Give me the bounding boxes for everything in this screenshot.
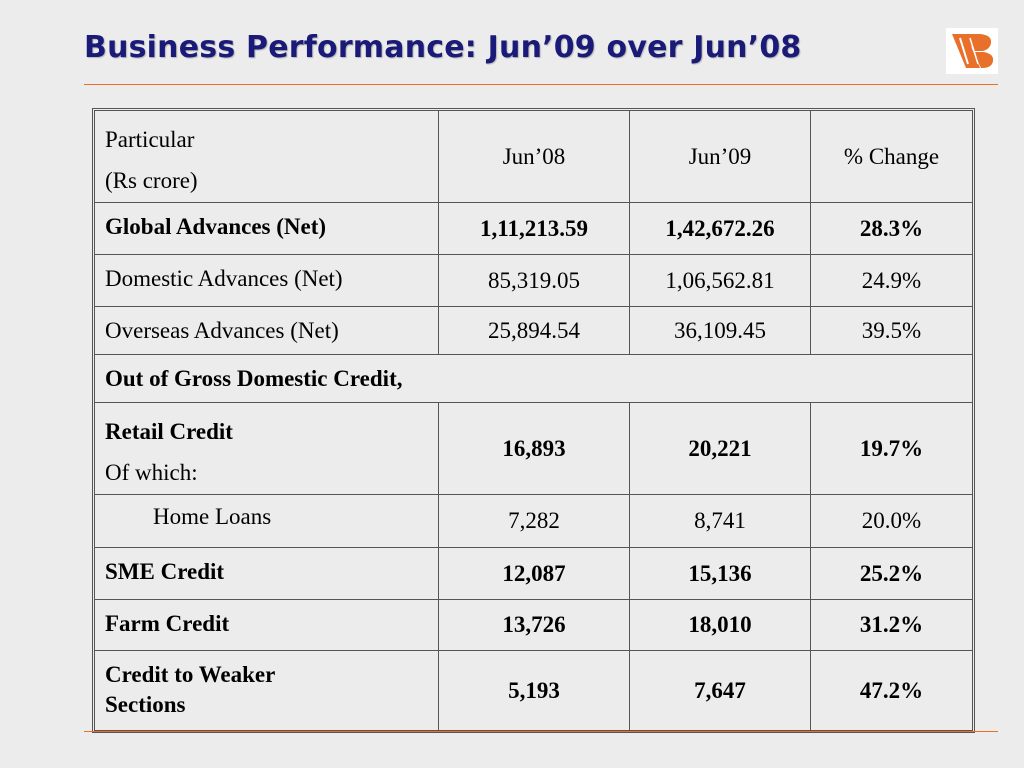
cell-change: 24.9% bbox=[811, 255, 972, 307]
table-row: Global Advances (Net) 1,11,213.59 1,42,6… bbox=[95, 202, 972, 255]
header-jun09: Jun’09 bbox=[630, 111, 811, 203]
cell-jun09: 20,221 bbox=[630, 402, 811, 495]
cell-change: 39.5% bbox=[811, 307, 972, 355]
header-unit-label: (Rs crore) bbox=[105, 168, 198, 194]
cell-jun09: 15,136 bbox=[630, 547, 811, 600]
section-row: Out of Gross Domestic Credit, bbox=[95, 355, 972, 403]
title-underline bbox=[84, 84, 998, 85]
table-row: Credit to Weaker Sections 5,193 7,647 47… bbox=[95, 650, 972, 730]
cell-jun08: 7,282 bbox=[439, 494, 630, 548]
cell-change: 31.2% bbox=[811, 600, 972, 651]
cell-jun09: 8,741 bbox=[630, 494, 811, 548]
row-label-line1: Credit to Weaker bbox=[105, 662, 276, 688]
business-performance-table: Particular (Rs crore) Jun’08 Jun’09 % Ch… bbox=[92, 108, 975, 733]
table-row: SME Credit 12,087 15,136 25.2% bbox=[95, 547, 972, 600]
table-row: Retail Credit Of which: 16,893 20,221 19… bbox=[95, 402, 972, 495]
cell-jun08: 85,319.05 bbox=[439, 254, 630, 307]
cell-change: 25.2% bbox=[811, 548, 972, 600]
row-label: Domestic Advances (Net) bbox=[95, 254, 439, 307]
cell-change: 28.3% bbox=[811, 203, 972, 255]
cell-jun08: 13,726 bbox=[439, 599, 630, 651]
row-label: SME Credit bbox=[95, 547, 439, 600]
cell-jun09: 7,647 bbox=[630, 650, 811, 730]
table-row: Overseas Advances (Net) 25,894.54 36,109… bbox=[95, 306, 972, 355]
cell-jun09: 1,42,672.26 bbox=[630, 202, 811, 255]
cell-change: 47.2% bbox=[859, 677, 924, 703]
cell-change: 19.7% bbox=[811, 403, 972, 495]
row-label: Farm Credit bbox=[95, 599, 439, 651]
cell-jun08: 25,894.54 bbox=[439, 306, 630, 355]
row-sublabel: Of which: bbox=[105, 460, 198, 486]
row-label: Credit to Weaker Sections bbox=[95, 650, 439, 730]
cell-jun08: 1,11,213.59 bbox=[439, 202, 630, 255]
cell-jun09: 18,010 bbox=[630, 599, 811, 651]
cell-jun08: 12,087 bbox=[439, 547, 630, 600]
bank-logo-icon bbox=[946, 28, 998, 74]
cell-change: 20.0% bbox=[811, 495, 972, 548]
table-row: Home Loans 7,282 8,741 20.0% bbox=[95, 494, 972, 548]
header-particular: Particular (Rs crore) bbox=[95, 111, 439, 203]
row-label: Retail Credit Of which: bbox=[95, 402, 439, 495]
cell-jun08: 5,193 bbox=[439, 650, 630, 730]
header-change: % Change bbox=[811, 111, 972, 203]
cell-jun09: 36,109.45 bbox=[630, 306, 811, 355]
cell-jun08: 16,893 bbox=[439, 402, 630, 495]
row-label-main: Retail Credit bbox=[105, 418, 233, 444]
header-jun08: Jun’08 bbox=[439, 111, 630, 203]
table-row: Domestic Advances (Net) 85,319.05 1,06,5… bbox=[95, 254, 972, 307]
slide-title: Business Performance: Jun’09 over Jun’08 bbox=[84, 30, 802, 65]
row-label-line2: Sections bbox=[105, 692, 186, 718]
table-header-row: Particular (Rs crore) Jun’08 Jun’09 % Ch… bbox=[95, 111, 972, 203]
footer-line bbox=[84, 731, 998, 732]
row-label: Global Advances (Net) bbox=[95, 202, 439, 255]
row-label: Overseas Advances (Net) bbox=[95, 306, 439, 355]
header-particular-label: Particular bbox=[105, 127, 195, 152]
section-label: Out of Gross Domestic Credit, bbox=[95, 355, 972, 403]
row-label: Home Loans bbox=[95, 494, 439, 548]
cell-jun09: 1,06,562.81 bbox=[630, 254, 811, 307]
table-row: Farm Credit 13,726 18,010 31.2% bbox=[95, 599, 972, 651]
